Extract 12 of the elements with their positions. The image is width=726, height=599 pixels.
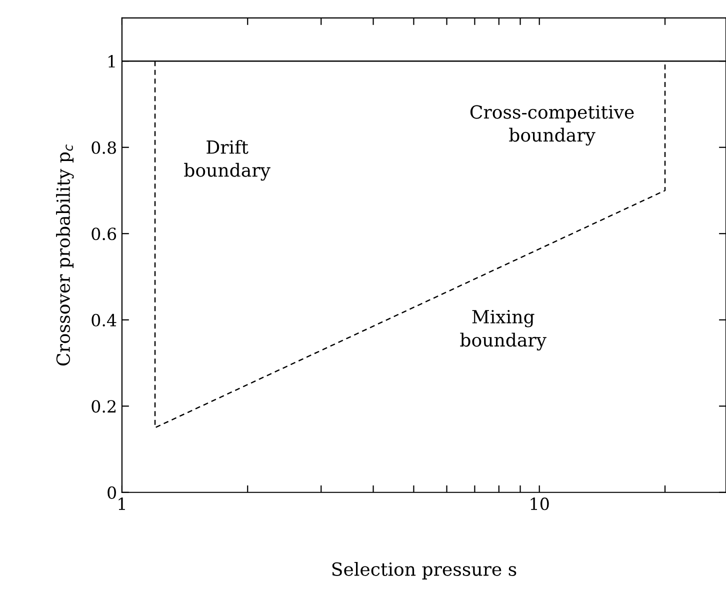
y-tick-label: 0.6 bbox=[92, 228, 116, 240]
y-tick-label: 0.2 bbox=[92, 400, 116, 413]
annotation: Mixing boundary bbox=[460, 310, 546, 350]
y-axis-title: Crossover probability p$_{c}$ bbox=[56, 144, 74, 366]
x-tick-label: 10 bbox=[530, 498, 549, 510]
y-tick-label: 0 bbox=[108, 486, 116, 499]
y-tick-label: 0.4 bbox=[92, 314, 116, 326]
x-axis-title: Selection pressure s bbox=[332, 562, 516, 580]
annotation: Cross-competitive boundary bbox=[470, 105, 634, 146]
y-tick-label: 0.8 bbox=[92, 141, 116, 154]
y-tick-label: 1 bbox=[108, 55, 115, 68]
annotation: Drift boundary bbox=[184, 140, 270, 181]
